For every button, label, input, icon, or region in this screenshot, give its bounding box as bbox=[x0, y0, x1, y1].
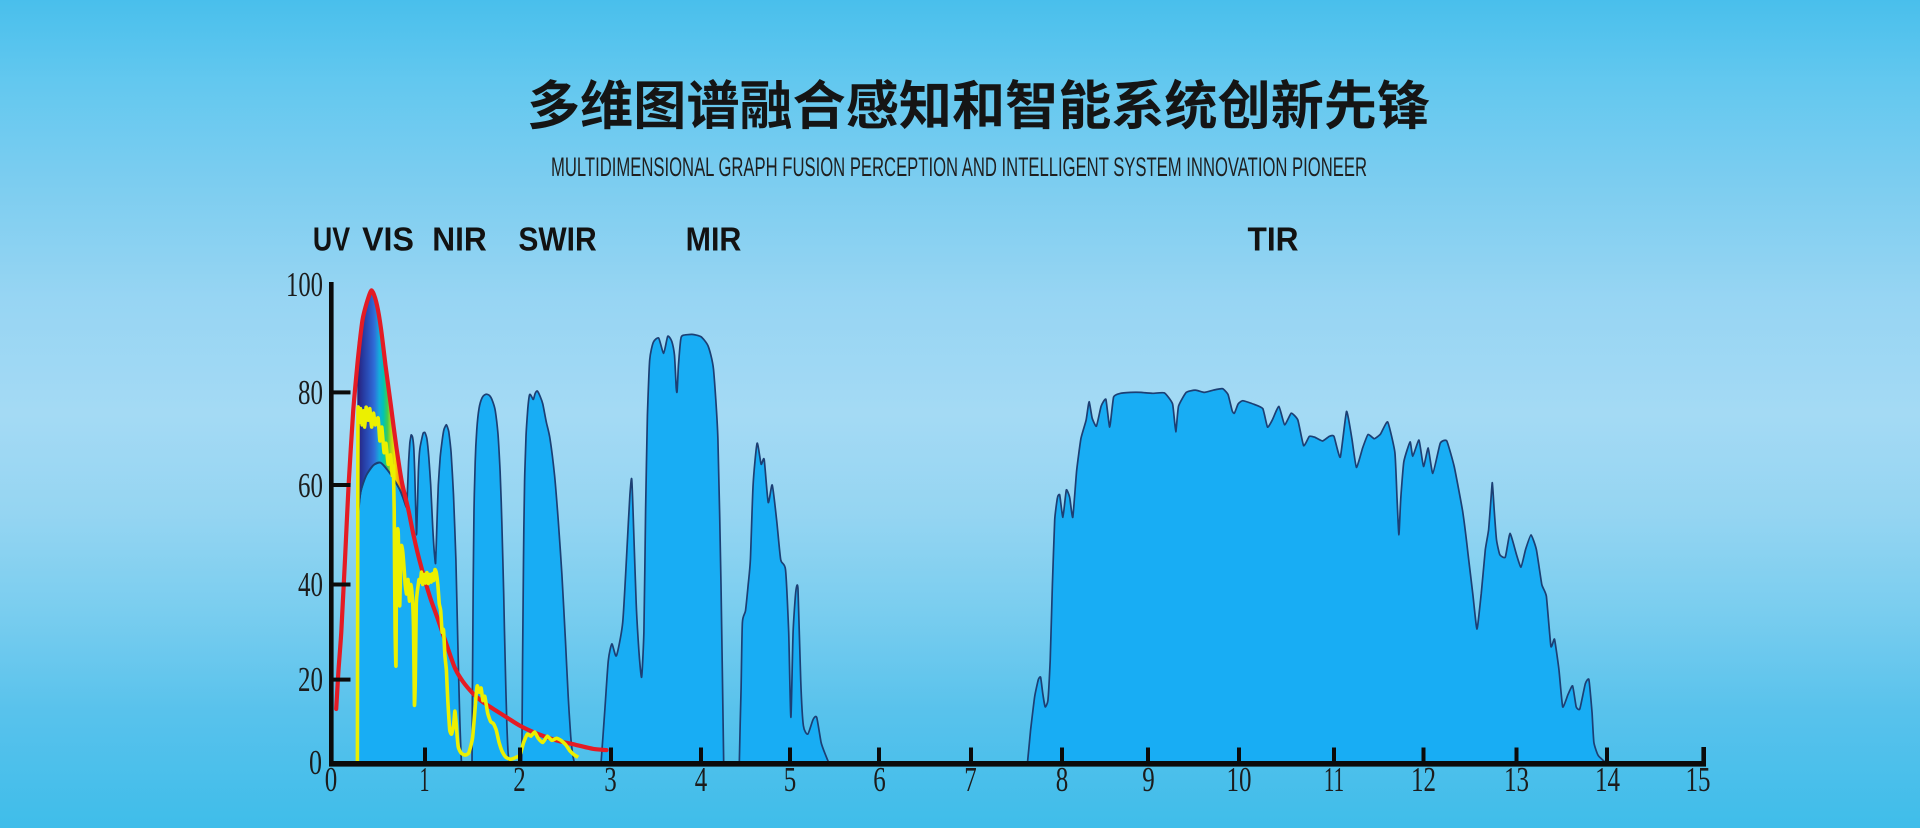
svg-text:20: 20 bbox=[298, 660, 323, 699]
svg-text:6: 6 bbox=[873, 760, 885, 799]
svg-text:100: 100 bbox=[286, 265, 323, 304]
svg-text:10: 10 bbox=[1227, 760, 1252, 799]
svg-text:1: 1 bbox=[420, 762, 430, 800]
svg-text:TIR: TIR bbox=[1248, 221, 1299, 258]
svg-text:0: 0 bbox=[325, 760, 337, 799]
svg-text:80: 80 bbox=[298, 373, 323, 412]
svg-text:NIR: NIR bbox=[432, 221, 487, 258]
svg-text:15: 15 bbox=[1686, 760, 1711, 799]
svg-text:8: 8 bbox=[1056, 760, 1068, 799]
svg-text:12: 12 bbox=[1411, 760, 1436, 799]
svg-text:SWIR: SWIR bbox=[518, 220, 597, 258]
svg-text:60: 60 bbox=[298, 466, 323, 505]
svg-text:14: 14 bbox=[1595, 760, 1620, 799]
svg-text:40: 40 bbox=[298, 565, 323, 604]
svg-text:MULTIDIMENSIONAL GRAPH FUSION: MULTIDIMENSIONAL GRAPH FUSION PERCEPTION… bbox=[551, 152, 1367, 182]
svg-text:11: 11 bbox=[1324, 761, 1344, 800]
svg-text:4: 4 bbox=[695, 760, 707, 799]
svg-text:9: 9 bbox=[1142, 760, 1154, 799]
svg-text:UV: UV bbox=[313, 222, 350, 258]
svg-text:0: 0 bbox=[309, 743, 322, 782]
svg-text:13: 13 bbox=[1504, 760, 1529, 799]
svg-text:MIR: MIR bbox=[686, 220, 742, 257]
svg-text:VIS: VIS bbox=[362, 221, 414, 257]
svg-text:5: 5 bbox=[784, 760, 796, 799]
svg-text:3: 3 bbox=[604, 760, 616, 799]
svg-text:2: 2 bbox=[513, 760, 525, 799]
svg-text:7: 7 bbox=[964, 760, 976, 799]
